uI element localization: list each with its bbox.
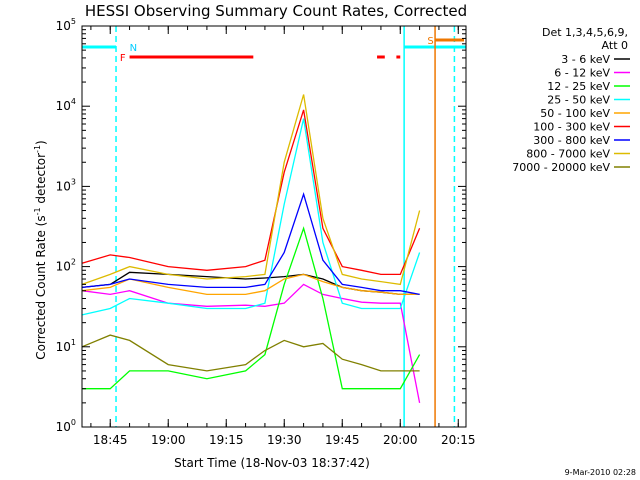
plot-frame <box>81 25 467 428</box>
y-axis-label: Corrected Count Rate (s-1 detector-1) <box>33 140 48 359</box>
series-line-9 <box>81 334 420 372</box>
series-line-5 <box>81 273 420 296</box>
x-axis-label: Start Time (18-Nov-03 18:37:42) <box>174 456 370 470</box>
series-line-6 <box>81 109 421 276</box>
legend-label-6: 100 - 300 keV <box>533 121 610 134</box>
legend-label-2: 6 - 12 keV <box>554 67 610 80</box>
legend-label-1: 3 - 6 keV <box>561 53 610 66</box>
x-tick-label: 18:45 <box>93 433 128 447</box>
chart-title: HESSI Observing Summary Count Rates, Cor… <box>85 2 467 20</box>
series-line-3 <box>82 226 421 390</box>
legend-header-1: Det 1,3,4,5,6,9, <box>542 26 628 39</box>
y-tick-label: 103 <box>56 177 76 193</box>
x-tick-label: 20:00 <box>383 433 418 447</box>
legend-label-5: 50 - 100 keV <box>540 107 610 120</box>
x-tick-label: 19:30 <box>267 433 302 447</box>
series-line-8 <box>81 94 421 286</box>
x-tick-label: 20:15 <box>441 433 476 447</box>
axes: 100 101 102 103 104 105 18:45 19:00 19:15 19:30 19… <box>56 17 476 447</box>
y-tick-label: 102 <box>56 258 76 274</box>
annotation-f: F <box>120 53 126 64</box>
plot-area: FN S <box>81 26 466 427</box>
x-tick-label: 19:15 <box>209 433 244 447</box>
annotation-n: N <box>130 43 137 54</box>
legend-label-8: 800 - 7000 keV <box>526 148 610 161</box>
legend-label-4: 25 - 50 keV <box>547 94 610 107</box>
x-tick-label: 19:45 <box>325 433 360 447</box>
y-tick-label: 100 <box>56 418 76 434</box>
date-stamp: 9-Mar-2010 02:28 <box>565 468 636 477</box>
y-tick-label: 104 <box>56 97 76 113</box>
series-line-7 <box>81 192 420 296</box>
series-line-4 <box>81 118 421 316</box>
legend-header-2: Att 0 <box>602 39 628 52</box>
legend-label-7: 300 - 800 keV <box>533 134 610 147</box>
legend-label-3: 12 - 25 keV <box>547 80 610 93</box>
y-tick-label: 101 <box>56 338 76 354</box>
y-tick-label: 105 <box>56 17 76 33</box>
series-line-2 <box>81 283 421 404</box>
legend-label-9: 7000 - 20000 keV <box>512 161 610 174</box>
annotation-s: S <box>427 36 433 47</box>
x-tick-label: 19:00 <box>151 433 186 447</box>
